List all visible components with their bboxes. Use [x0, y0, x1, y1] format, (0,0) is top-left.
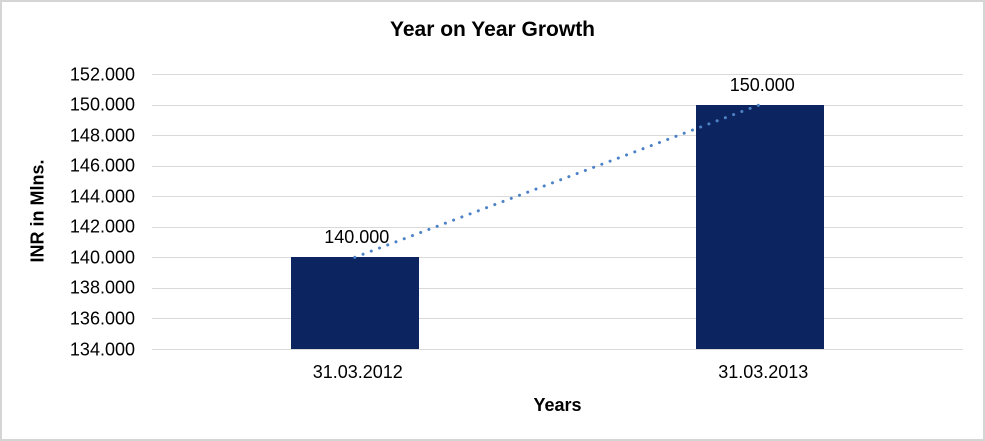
- bar-31.03.2012: [290, 257, 419, 349]
- y-gridline: [152, 349, 963, 350]
- y-gridline: [152, 226, 963, 228]
- bar-value-label: 150.000: [729, 74, 795, 95]
- x-tick-label: 31.03.2012: [312, 362, 403, 382]
- chart-title: Year on Year Growth: [389, 18, 596, 41]
- y-gridline: [152, 165, 963, 167]
- y-gridline: [152, 135, 963, 137]
- y-tick-label: 152.000: [69, 64, 135, 84]
- bar-value-label: 140.000: [324, 227, 390, 248]
- y-tick-label: 146.000: [69, 155, 135, 176]
- y-tick-label: 140.000: [69, 247, 135, 268]
- y-tick-label: 144.000: [69, 186, 135, 207]
- y-tick-label: 134.000: [69, 339, 135, 359]
- y-gridline: [152, 318, 963, 320]
- x-tick-label: 31.03.2013: [718, 362, 809, 382]
- y-tick-label: 148.000: [69, 125, 135, 146]
- y-gridline: [152, 104, 963, 106]
- y-gridline: [152, 287, 963, 289]
- y-tick-label: 136.000: [69, 308, 135, 329]
- y-tick-label: 150.000: [69, 94, 135, 115]
- y-tick-label: 138.000: [69, 277, 135, 298]
- y-gridline: [152, 196, 963, 198]
- y-tick-label: 142.000: [69, 216, 135, 237]
- bar-31.03.2013: [696, 104, 825, 349]
- y-gridline: [152, 74, 963, 75]
- y-gridline: [152, 257, 963, 259]
- x-axis-title: Years: [533, 395, 582, 415]
- y-axis-title: INR in Mlns.: [27, 159, 48, 263]
